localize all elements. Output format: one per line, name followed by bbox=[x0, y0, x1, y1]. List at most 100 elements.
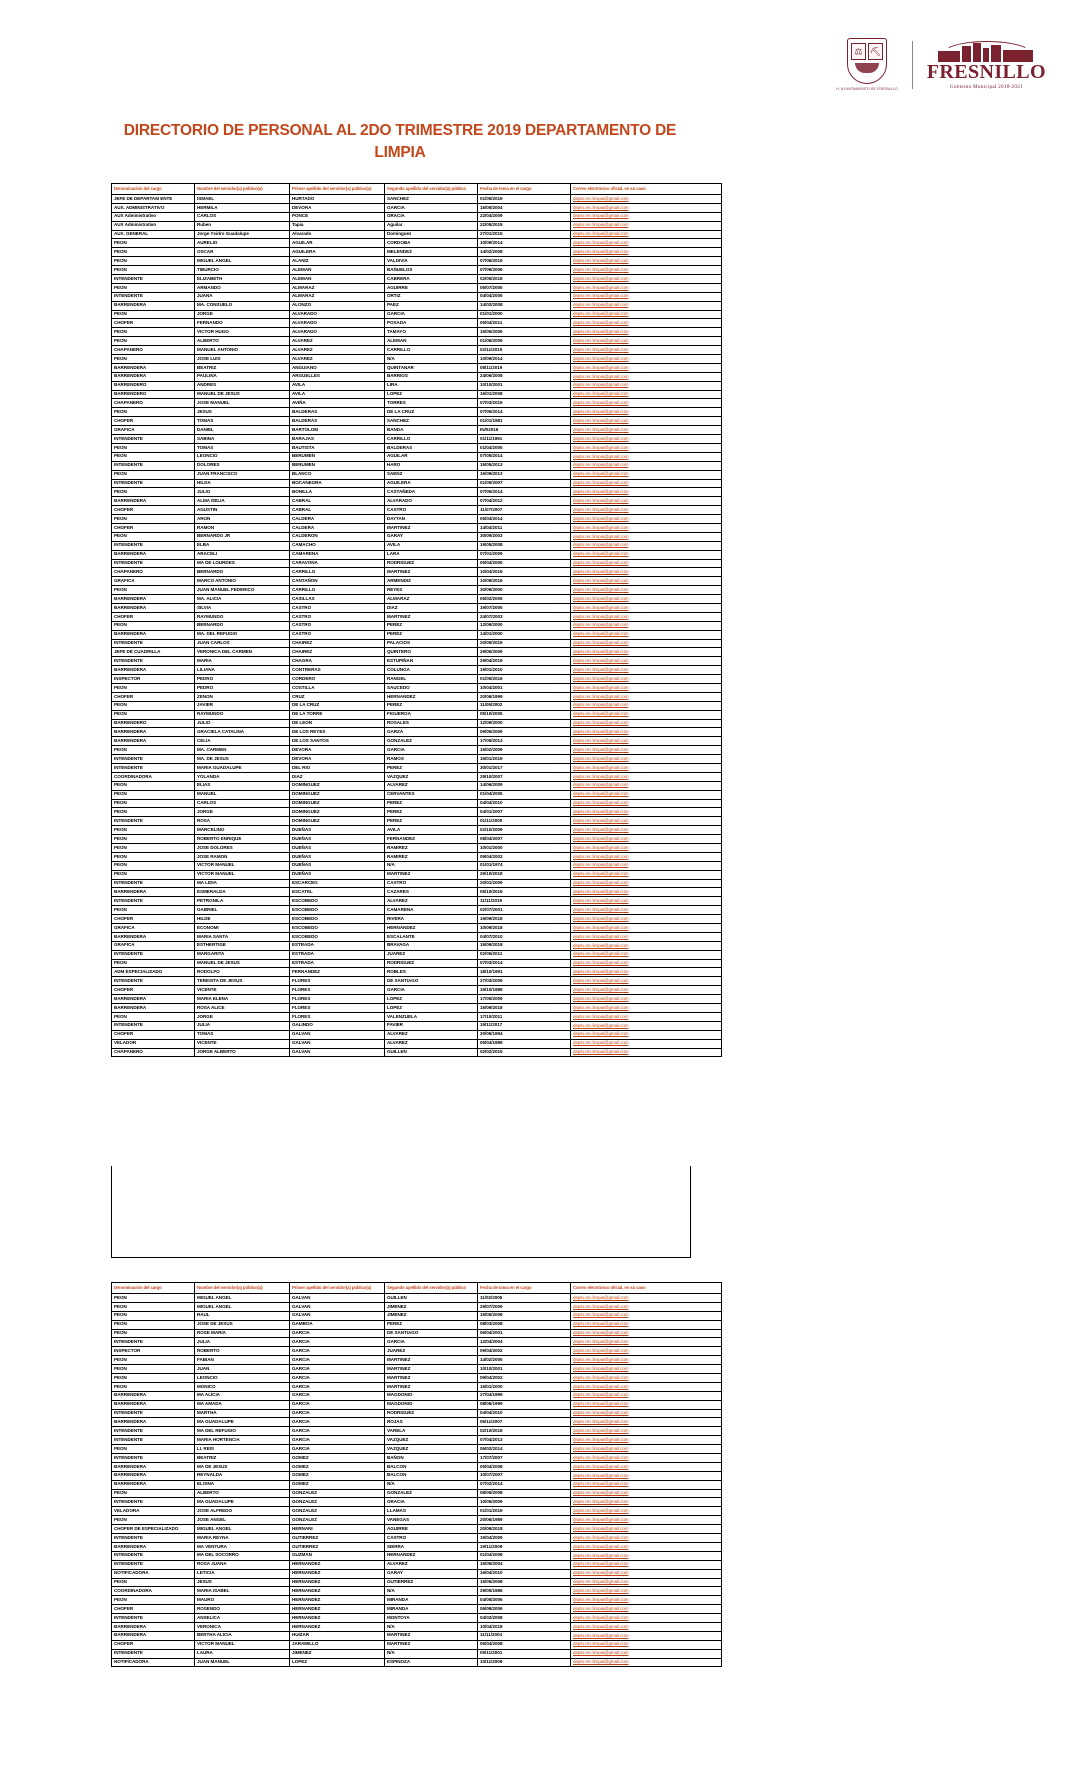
cell-correo[interactable]: depto.rec.limpia@gmail.com bbox=[570, 1506, 722, 1517]
cell-correo[interactable]: depto.rec.limpia@gmail.com bbox=[570, 763, 722, 773]
cell-correo[interactable]: depto.rec.limpia@gmail.com bbox=[570, 931, 722, 942]
cell-correo[interactable]: depto.rec.limpia@gmail.com bbox=[570, 994, 722, 1005]
cell-correo[interactable]: depto.rec.limpia@gmail.com bbox=[570, 1038, 722, 1049]
cell-correo[interactable]: depto.rec.limpia@gmail.com bbox=[570, 291, 722, 302]
cell-correo[interactable]: depto.rec.limpia@gmail.com bbox=[570, 602, 722, 613]
cell-correo[interactable]: depto.rec.limpia@gmail.com bbox=[570, 1047, 722, 1058]
cell-correo[interactable]: depto.rec.limpia@gmail.com bbox=[570, 1586, 722, 1597]
cell-correo[interactable]: depto.rec.limpia@gmail.com bbox=[570, 700, 722, 711]
cell-correo[interactable]: depto.rec.limpia@gmail.com bbox=[570, 442, 722, 453]
cell-correo[interactable]: depto.rec.limpia@gmail.com bbox=[570, 709, 722, 720]
cell-correo[interactable]: depto.rec.limpia@gmail.com bbox=[570, 371, 722, 382]
cell-correo[interactable]: depto.rec.limpia@gmail.com bbox=[570, 1524, 722, 1535]
cell-correo[interactable]: depto.rec.limpia@gmail.com bbox=[570, 300, 722, 311]
cell-correo[interactable]: depto.rec.limpia@gmail.com bbox=[570, 816, 722, 827]
cell-correo[interactable]: depto.rec.limpia@gmail.com bbox=[570, 771, 722, 782]
cell-correo[interactable]: depto.rec.limpia@gmail.com bbox=[570, 238, 722, 249]
cell-correo[interactable]: depto.rec.limpia@gmail.com bbox=[570, 327, 722, 338]
cell-correo[interactable]: depto.rec.limpia@gmail.com bbox=[570, 220, 722, 231]
cell-correo[interactable]: depto.rec.limpia@gmail.com bbox=[570, 1426, 722, 1437]
cell-correo[interactable]: depto.rec.limpia@gmail.com bbox=[570, 540, 722, 551]
cell-correo[interactable]: depto.rec.limpia@gmail.com bbox=[570, 656, 722, 667]
cell-correo[interactable]: depto.rec.limpia@gmail.com bbox=[570, 665, 722, 676]
cell-correo[interactable]: depto.rec.limpia@gmail.com bbox=[570, 860, 722, 871]
cell-correo[interactable]: depto.rec.limpia@gmail.com bbox=[570, 718, 722, 729]
cell-correo[interactable]: depto.rec.limpia@gmail.com bbox=[570, 256, 722, 267]
cell-correo[interactable]: depto.rec.limpia@gmail.com bbox=[570, 274, 722, 284]
cell-correo[interactable]: depto.rec.limpia@gmail.com bbox=[570, 576, 722, 587]
cell-correo[interactable]: depto.rec.limpia@gmail.com bbox=[570, 691, 722, 702]
cell-correo[interactable]: depto.rec.limpia@gmail.com bbox=[570, 1533, 722, 1543]
cell-correo[interactable]: depto.rec.limpia@gmail.com bbox=[570, 629, 722, 640]
cell-correo[interactable]: depto.rec.limpia@gmail.com bbox=[570, 1453, 722, 1463]
cell-correo[interactable]: depto.rec.limpia@gmail.com bbox=[570, 1497, 722, 1508]
cell-correo[interactable]: depto.rec.limpia@gmail.com bbox=[570, 682, 722, 693]
cell-correo[interactable]: depto.rec.limpia@gmail.com bbox=[570, 247, 722, 258]
cell-correo[interactable]: depto.rec.limpia@gmail.com bbox=[570, 736, 722, 747]
cell-correo[interactable]: depto.rec.limpia@gmail.com bbox=[570, 469, 722, 480]
cell-correo[interactable]: depto.rec.limpia@gmail.com bbox=[570, 1621, 722, 1632]
cell-correo[interactable]: depto.rec.limpia@gmail.com bbox=[570, 514, 722, 524]
cell-correo[interactable]: depto.rec.limpia@gmail.com bbox=[570, 949, 722, 960]
cell-correo[interactable]: depto.rec.limpia@gmail.com bbox=[570, 843, 722, 853]
cell-correo[interactable]: depto.rec.limpia@gmail.com bbox=[570, 389, 722, 400]
cell-correo[interactable]: depto.rec.limpia@gmail.com bbox=[570, 1648, 722, 1659]
cell-correo[interactable]: depto.rec.limpia@gmail.com bbox=[570, 1381, 722, 1392]
cell-correo[interactable]: depto.rec.limpia@gmail.com bbox=[570, 398, 722, 409]
cell-correo[interactable]: depto.rec.limpia@gmail.com bbox=[570, 1399, 722, 1410]
cell-correo[interactable]: depto.rec.limpia@gmail.com bbox=[570, 1301, 722, 1312]
cell-correo[interactable]: depto.rec.limpia@gmail.com bbox=[570, 1604, 722, 1615]
cell-correo[interactable]: depto.rec.limpia@gmail.com bbox=[570, 1541, 722, 1552]
cell-correo[interactable]: depto.rec.limpia@gmail.com bbox=[570, 309, 722, 320]
cell-correo[interactable]: depto.rec.limpia@gmail.com bbox=[570, 620, 722, 631]
cell-correo[interactable]: depto.rec.limpia@gmail.com bbox=[570, 1657, 722, 1668]
cell-correo[interactable]: depto.rec.limpia@gmail.com bbox=[570, 1479, 722, 1490]
cell-correo[interactable]: depto.rec.limpia@gmail.com bbox=[570, 1011, 722, 1022]
cell-correo[interactable]: depto.rec.limpia@gmail.com bbox=[570, 780, 722, 791]
cell-correo[interactable]: depto.rec.limpia@gmail.com bbox=[570, 1470, 722, 1481]
cell-correo[interactable]: depto.rec.limpia@gmail.com bbox=[570, 336, 722, 347]
cell-correo[interactable]: depto.rec.limpia@gmail.com bbox=[570, 674, 722, 684]
cell-correo[interactable]: depto.rec.limpia@gmail.com bbox=[570, 754, 722, 764]
cell-correo[interactable]: depto.rec.limpia@gmail.com bbox=[570, 594, 722, 604]
cell-correo[interactable]: depto.rec.limpia@gmail.com bbox=[570, 647, 722, 658]
cell-correo[interactable]: depto.rec.limpia@gmail.com bbox=[570, 229, 722, 240]
cell-correo[interactable]: depto.rec.limpia@gmail.com bbox=[570, 1613, 722, 1623]
cell-correo[interactable]: depto.rec.limpia@gmail.com bbox=[570, 1328, 722, 1339]
cell-correo[interactable]: depto.rec.limpia@gmail.com bbox=[570, 905, 722, 916]
cell-correo[interactable]: depto.rec.limpia@gmail.com bbox=[570, 869, 722, 880]
cell-correo[interactable]: depto.rec.limpia@gmail.com bbox=[570, 318, 722, 329]
cell-correo[interactable]: depto.rec.limpia@gmail.com bbox=[570, 460, 722, 471]
cell-correo[interactable]: depto.rec.limpia@gmail.com bbox=[570, 798, 722, 809]
cell-correo[interactable]: depto.rec.limpia@gmail.com bbox=[570, 896, 722, 907]
cell-correo[interactable]: depto.rec.limpia@gmail.com bbox=[570, 416, 722, 427]
cell-correo[interactable]: depto.rec.limpia@gmail.com bbox=[570, 478, 722, 489]
cell-correo[interactable]: depto.rec.limpia@gmail.com bbox=[570, 1346, 722, 1357]
cell-correo[interactable]: depto.rec.limpia@gmail.com bbox=[570, 567, 722, 578]
cell-correo[interactable]: depto.rec.limpia@gmail.com bbox=[570, 265, 722, 276]
cell-correo[interactable]: depto.rec.limpia@gmail.com bbox=[570, 362, 722, 373]
cell-correo[interactable]: depto.rec.limpia@gmail.com bbox=[570, 878, 722, 889]
cell-correo[interactable]: depto.rec.limpia@gmail.com bbox=[570, 496, 722, 507]
cell-correo[interactable]: depto.rec.limpia@gmail.com bbox=[570, 825, 722, 836]
cell-correo[interactable]: depto.rec.limpia@gmail.com bbox=[570, 1630, 722, 1641]
cell-correo[interactable]: depto.rec.limpia@gmail.com bbox=[570, 611, 722, 622]
cell-correo[interactable]: depto.rec.limpia@gmail.com bbox=[570, 1577, 722, 1588]
cell-correo[interactable]: depto.rec.limpia@gmail.com bbox=[570, 505, 722, 516]
cell-correo[interactable]: depto.rec.limpia@gmail.com bbox=[570, 522, 722, 533]
cell-correo[interactable]: depto.rec.limpia@gmail.com bbox=[570, 745, 722, 756]
cell-correo[interactable]: depto.rec.limpia@gmail.com bbox=[570, 354, 722, 364]
cell-correo[interactable]: depto.rec.limpia@gmail.com bbox=[570, 1319, 722, 1330]
cell-correo[interactable]: depto.rec.limpia@gmail.com bbox=[570, 976, 722, 987]
cell-correo[interactable]: depto.rec.limpia@gmail.com bbox=[570, 1417, 722, 1428]
cell-correo[interactable]: depto.rec.limpia@gmail.com bbox=[570, 887, 722, 898]
cell-correo[interactable]: depto.rec.limpia@gmail.com bbox=[570, 789, 722, 800]
cell-correo[interactable]: depto.rec.limpia@gmail.com bbox=[570, 914, 722, 925]
cell-correo[interactable]: depto.rec.limpia@gmail.com bbox=[570, 434, 722, 444]
cell-correo[interactable]: depto.rec.limpia@gmail.com bbox=[570, 1435, 722, 1446]
cell-correo[interactable]: depto.rec.limpia@gmail.com bbox=[570, 487, 722, 498]
cell-correo[interactable]: depto.rec.limpia@gmail.com bbox=[570, 1310, 722, 1321]
cell-correo[interactable]: depto.rec.limpia@gmail.com bbox=[570, 807, 722, 818]
cell-correo[interactable]: depto.rec.limpia@gmail.com bbox=[570, 1444, 722, 1455]
cell-correo[interactable]: depto.rec.limpia@gmail.com bbox=[570, 1515, 722, 1526]
